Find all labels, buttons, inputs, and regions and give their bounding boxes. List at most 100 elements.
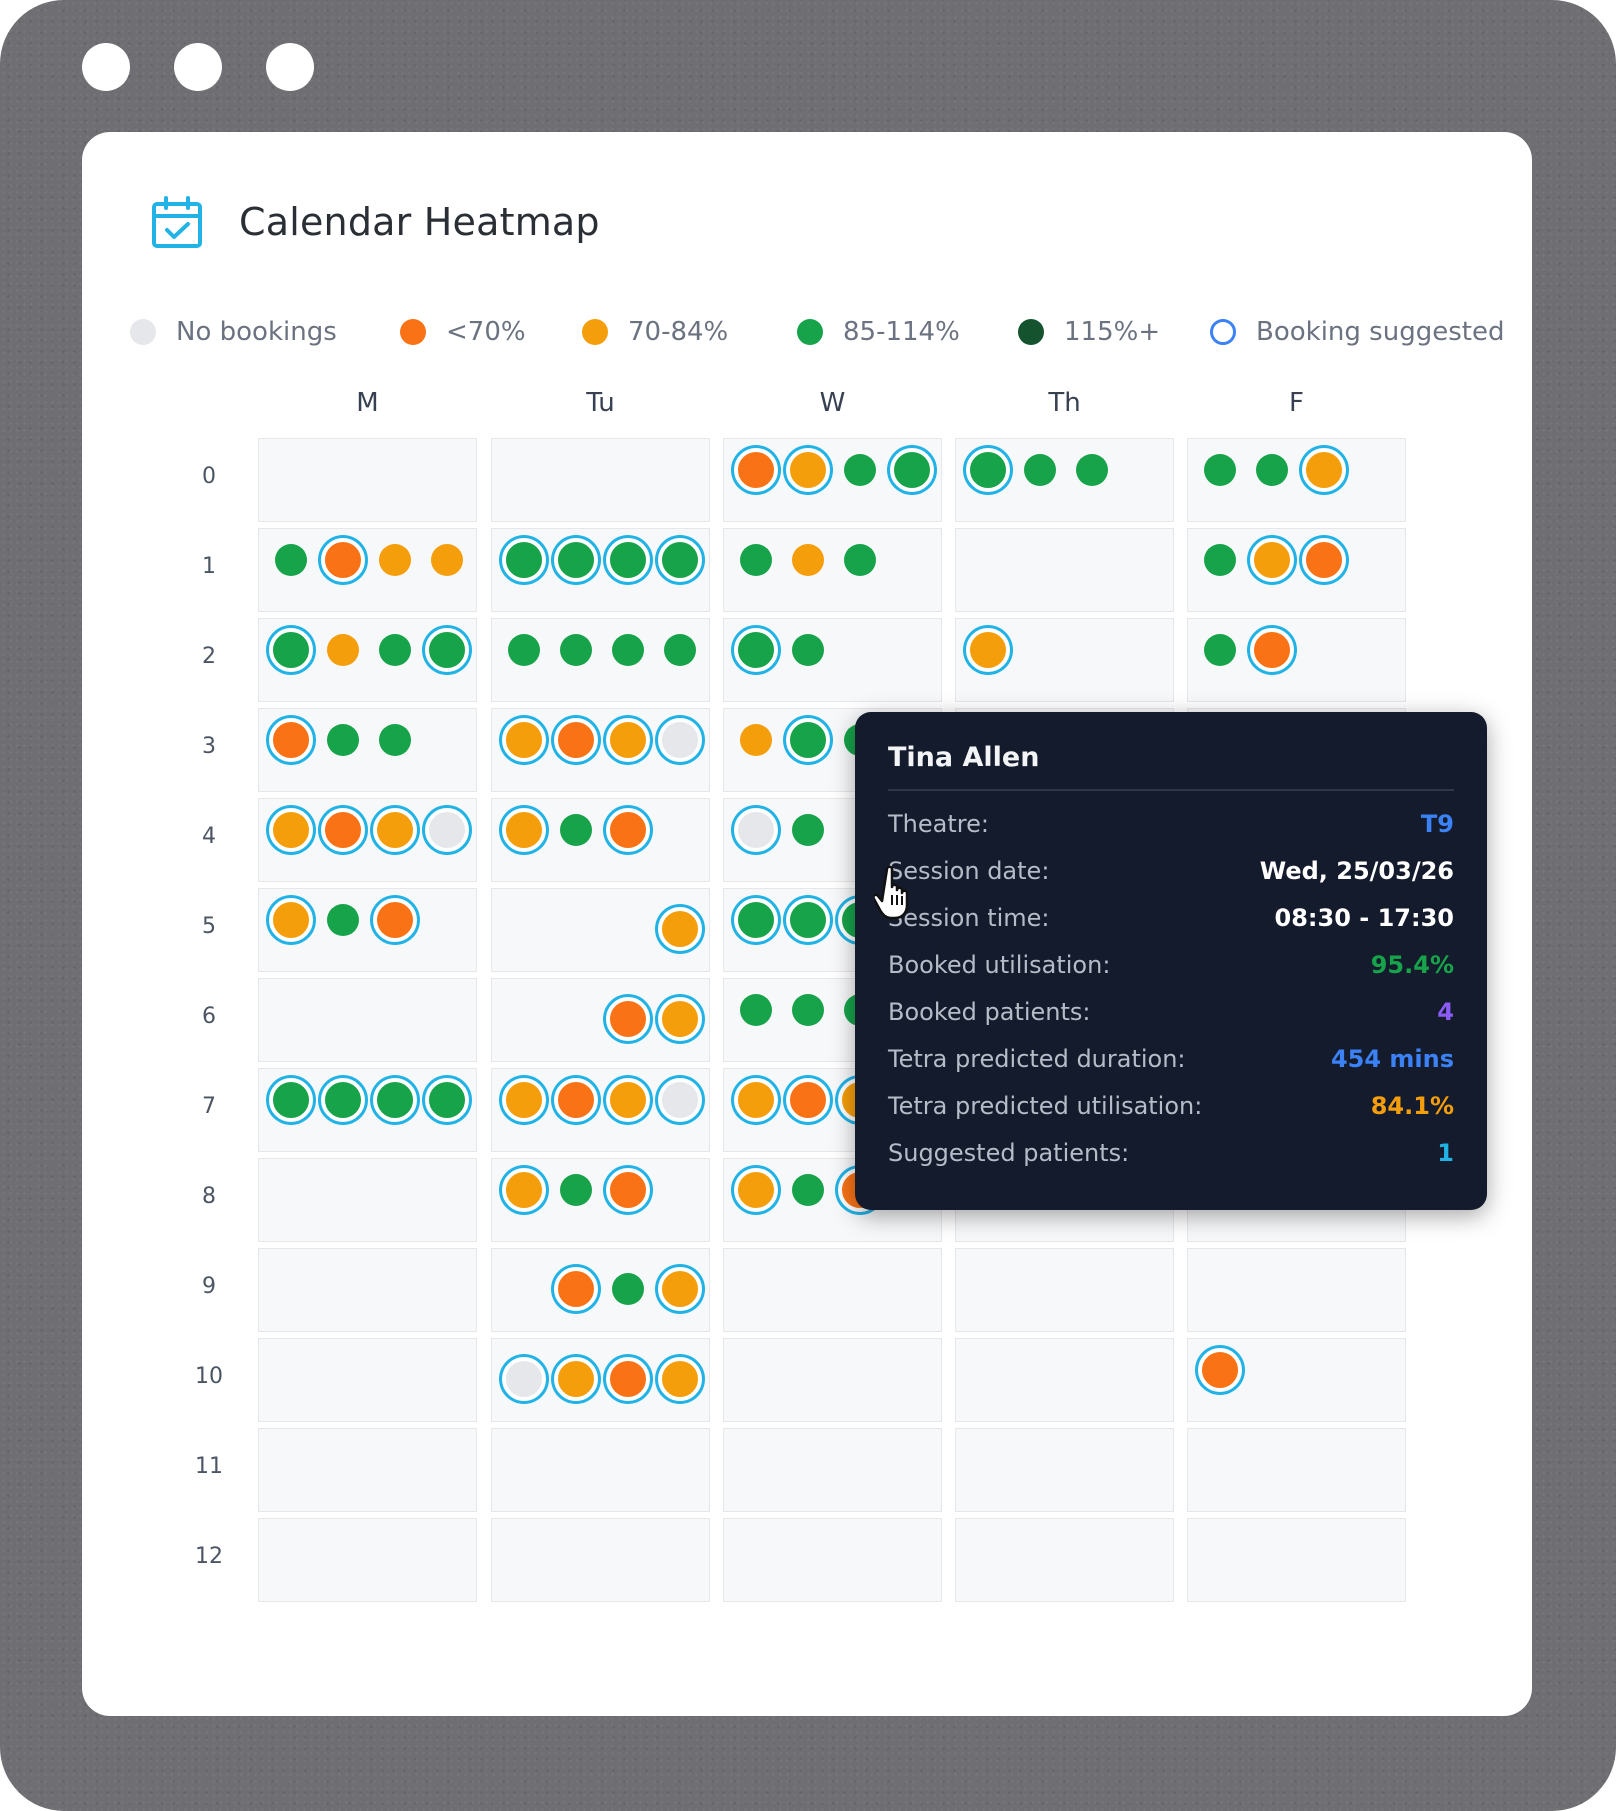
patient-dot[interactable] (321, 1078, 365, 1122)
session-cell[interactable] (1187, 528, 1406, 612)
patient-dot[interactable] (786, 448, 830, 492)
window-control-dot[interactable] (266, 43, 314, 91)
patient-dot[interactable] (508, 634, 540, 666)
session-cell[interactable] (1187, 1518, 1406, 1602)
patient-dot[interactable] (1302, 448, 1346, 492)
patient-dot[interactable] (327, 904, 359, 936)
patient-dot[interactable] (612, 1273, 644, 1305)
patient-dot[interactable] (560, 1174, 592, 1206)
session-cell[interactable] (955, 1518, 1174, 1602)
patient-dot[interactable] (1256, 454, 1288, 486)
session-cell[interactable] (258, 438, 477, 522)
session-cell[interactable] (723, 438, 942, 522)
patient-dot[interactable] (269, 898, 313, 942)
patient-dot[interactable] (740, 724, 772, 756)
patient-dot[interactable] (966, 628, 1010, 672)
session-cell[interactable] (723, 1338, 942, 1422)
patient-dot[interactable] (792, 544, 824, 576)
patient-dot[interactable] (502, 1078, 546, 1122)
patient-dot[interactable] (1204, 454, 1236, 486)
session-cell[interactable] (258, 1428, 477, 1512)
session-cell[interactable] (723, 618, 942, 702)
session-cell[interactable] (491, 1338, 710, 1422)
patient-dot[interactable] (321, 538, 365, 582)
session-cell[interactable] (258, 1068, 477, 1152)
session-cell[interactable] (258, 1248, 477, 1332)
session-cell[interactable] (723, 1428, 942, 1512)
patient-dot[interactable] (658, 718, 702, 762)
session-cell[interactable] (955, 1338, 1174, 1422)
patient-dot[interactable] (560, 634, 592, 666)
window-control-dot[interactable] (82, 43, 130, 91)
patient-dot[interactable] (792, 1174, 824, 1206)
patient-dot[interactable] (1250, 628, 1294, 672)
session-cell[interactable] (723, 1248, 942, 1332)
patient-dot[interactable] (502, 718, 546, 762)
patient-dot[interactable] (554, 718, 598, 762)
patient-dot[interactable] (554, 1357, 598, 1401)
patient-dot[interactable] (606, 1078, 650, 1122)
patient-dot[interactable] (658, 538, 702, 582)
patient-dot[interactable] (658, 997, 702, 1041)
patient-dot[interactable] (786, 718, 830, 762)
patient-dot[interactable] (844, 454, 876, 486)
patient-dot[interactable] (379, 724, 411, 756)
patient-dot[interactable] (554, 538, 598, 582)
session-cell[interactable] (258, 1338, 477, 1422)
patient-dot[interactable] (734, 448, 778, 492)
patient-dot[interactable] (425, 628, 469, 672)
session-cell[interactable] (955, 618, 1174, 702)
session-cell[interactable] (491, 978, 710, 1062)
session-cell[interactable] (955, 1428, 1174, 1512)
patient-dot[interactable] (606, 808, 650, 852)
patient-dot[interactable] (431, 544, 463, 576)
patient-dot[interactable] (321, 808, 365, 852)
patient-dot[interactable] (658, 1357, 702, 1401)
patient-dot[interactable] (502, 1168, 546, 1212)
patient-dot[interactable] (664, 634, 696, 666)
session-cell[interactable] (1187, 1428, 1406, 1512)
session-cell[interactable] (258, 798, 477, 882)
session-cell[interactable] (258, 1518, 477, 1602)
patient-dot[interactable] (1198, 1348, 1242, 1392)
patient-dot[interactable] (275, 544, 307, 576)
patient-dot[interactable] (786, 1078, 830, 1122)
patient-dot[interactable] (373, 1078, 417, 1122)
patient-dot[interactable] (658, 907, 702, 951)
patient-dot[interactable] (327, 724, 359, 756)
patient-dot[interactable] (740, 544, 772, 576)
patient-dot[interactable] (560, 814, 592, 846)
patient-dot[interactable] (786, 898, 830, 942)
patient-dot[interactable] (425, 808, 469, 852)
patient-dot[interactable] (554, 1078, 598, 1122)
session-cell[interactable] (491, 1518, 710, 1602)
session-cell[interactable] (955, 1248, 1174, 1332)
session-cell[interactable] (258, 888, 477, 972)
patient-dot[interactable] (1250, 538, 1294, 582)
patient-dot[interactable] (1076, 454, 1108, 486)
session-cell[interactable] (491, 1248, 710, 1332)
session-cell[interactable] (491, 1158, 710, 1242)
patient-dot[interactable] (425, 1078, 469, 1122)
patient-dot[interactable] (269, 628, 313, 672)
patient-dot[interactable] (269, 1078, 313, 1122)
patient-dot[interactable] (606, 718, 650, 762)
patient-dot[interactable] (792, 994, 824, 1026)
patient-dot[interactable] (734, 628, 778, 672)
patient-dot[interactable] (502, 538, 546, 582)
patient-dot[interactable] (269, 808, 313, 852)
patient-dot[interactable] (1204, 544, 1236, 576)
patient-dot[interactable] (327, 634, 359, 666)
session-cell[interactable] (491, 528, 710, 612)
patient-dot[interactable] (554, 1267, 598, 1311)
session-cell[interactable] (258, 1158, 477, 1242)
session-cell[interactable] (491, 798, 710, 882)
patient-dot[interactable] (792, 814, 824, 846)
patient-dot[interactable] (606, 1357, 650, 1401)
session-cell[interactable] (1187, 618, 1406, 702)
patient-dot[interactable] (734, 808, 778, 852)
session-cell[interactable] (491, 438, 710, 522)
session-cell[interactable] (258, 978, 477, 1062)
session-cell[interactable] (491, 1428, 710, 1512)
patient-dot[interactable] (1302, 538, 1346, 582)
